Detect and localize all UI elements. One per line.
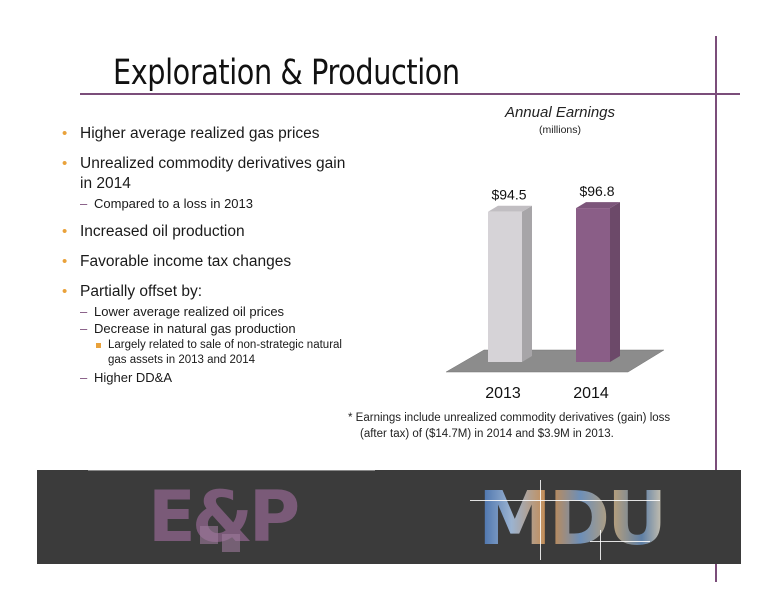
data-label: $96.8 bbox=[579, 183, 614, 199]
logo-accent-square bbox=[222, 534, 240, 552]
bullet-item: Partially offset by: Lower average reali… bbox=[62, 282, 352, 386]
logo-crosshair bbox=[590, 541, 650, 542]
bar-side bbox=[522, 205, 532, 362]
sub-sub-bullet: Largely related to sale of non-strategic… bbox=[94, 338, 352, 368]
chart-subtitle: (millions) bbox=[539, 124, 581, 136]
logo-crosshair bbox=[470, 500, 660, 501]
bar-top bbox=[576, 202, 620, 209]
chart-title: Annual Earnings bbox=[504, 104, 616, 121]
bullet-list: Higher average realized gas prices Unrea… bbox=[62, 124, 352, 396]
footer-divider bbox=[88, 470, 375, 471]
bars-group: $94.5 $96.8 bbox=[488, 183, 620, 362]
footnote: * Earnings include unrealized commodity … bbox=[348, 412, 671, 440]
logo-crosshair bbox=[600, 530, 601, 560]
bar-2013 bbox=[488, 205, 532, 362]
bullet-item: Increased oil production bbox=[62, 222, 352, 242]
x-axis-labels: 2013 2014 bbox=[485, 385, 609, 402]
sub-bullet: Compared to a loss in 2013 bbox=[80, 196, 352, 212]
bullet-item: Higher average realized gas prices bbox=[62, 124, 352, 144]
bullet-item: Unrealized commodity derivatives gain in… bbox=[62, 154, 352, 212]
bar-front bbox=[576, 208, 610, 362]
title-underline bbox=[80, 93, 740, 95]
sub-bullet: Decrease in natural gas production Large… bbox=[80, 321, 352, 368]
x-tick-label: 2014 bbox=[573, 385, 609, 402]
logo-crosshair bbox=[540, 480, 541, 560]
bar-top bbox=[488, 205, 532, 212]
sub-bullet: Higher DD&A bbox=[80, 370, 352, 386]
vertical-rule bbox=[715, 36, 717, 582]
bar-front bbox=[488, 211, 522, 362]
earnings-chart: $94.5 $96.8 2013 2014 bbox=[445, 183, 665, 402]
page-title: Exploration & Production bbox=[113, 53, 460, 93]
data-label: $94.5 bbox=[491, 187, 526, 203]
bullet-item: Favorable income tax changes bbox=[62, 252, 352, 272]
mdu-logo: MDU bbox=[478, 476, 667, 562]
bar-side bbox=[610, 202, 620, 362]
footer-band bbox=[37, 470, 741, 564]
logo-accent-square bbox=[200, 526, 218, 544]
bar-2014 bbox=[576, 202, 620, 362]
chart-floor bbox=[445, 349, 665, 373]
sub-bullet: Lower average realized oil prices bbox=[80, 304, 352, 320]
x-tick-label: 2013 bbox=[485, 385, 521, 402]
